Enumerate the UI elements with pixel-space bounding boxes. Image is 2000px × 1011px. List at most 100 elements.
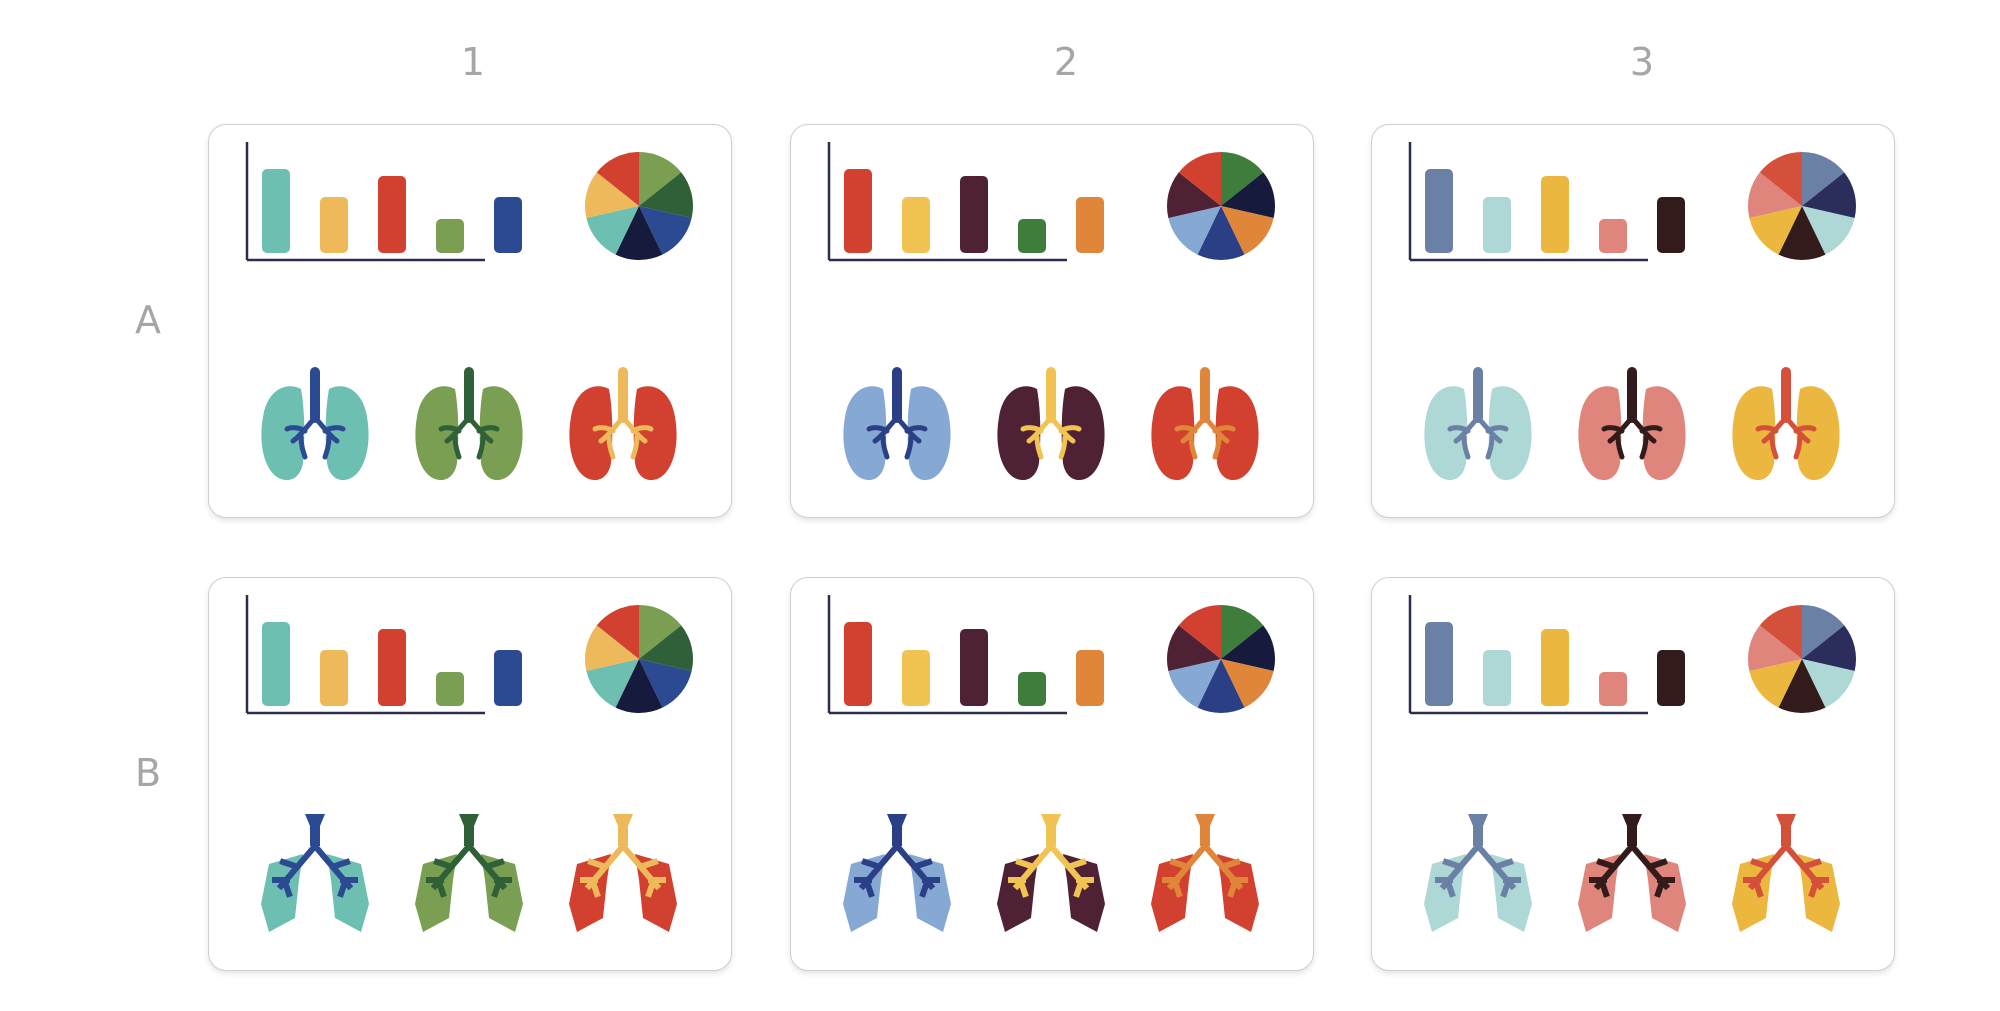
pie-chart-slice — [596, 605, 639, 659]
pie-chart-icon — [1166, 152, 1276, 260]
pie-chart-slice — [586, 206, 639, 255]
pie-chart-slice — [1802, 206, 1855, 255]
lungs-icon — [997, 814, 1105, 932]
pie-chart-slice — [1802, 659, 1855, 708]
pie-chart-slice — [1778, 206, 1826, 260]
pie-chart-slice — [1221, 659, 1274, 708]
pie-chart-slice — [584, 625, 639, 672]
pie-chart-slice — [1197, 206, 1245, 260]
lungs-icon — [1151, 367, 1259, 481]
bar-chart-bar — [436, 219, 464, 253]
bar-chart-icon — [1408, 142, 1685, 262]
pie-chart-slice — [1197, 659, 1245, 713]
bar-chart-icon — [245, 595, 522, 715]
lungs-icon — [1424, 367, 1532, 481]
pie-chart-slice — [639, 659, 692, 708]
bar-chart-bar — [1076, 197, 1104, 253]
pie-chart-slice — [639, 625, 694, 672]
pie-chart-slice — [639, 172, 694, 219]
bar-chart-bar — [960, 629, 988, 706]
bar-chart-bar — [1541, 629, 1569, 706]
pie-chart-slice — [1166, 625, 1221, 672]
pie-chart-slice — [1168, 659, 1221, 708]
pie-chart-slice — [639, 152, 682, 206]
bar-chart-bar — [844, 169, 872, 253]
pie-chart-icon — [584, 605, 694, 713]
bar-chart-bar — [1657, 197, 1685, 253]
bar-chart-bar — [1018, 219, 1046, 253]
bar-chart-bar — [1599, 672, 1627, 706]
bar-chart-bar — [262, 622, 290, 706]
lungs-icon — [997, 367, 1105, 481]
bar-chart-icon — [827, 595, 1104, 715]
bar-chart-bar — [494, 197, 522, 253]
pie-chart-icon — [1166, 605, 1276, 713]
bar-chart-icon — [827, 142, 1104, 262]
bar-chart-bar — [1657, 650, 1685, 706]
pie-chart-slice — [1221, 625, 1276, 672]
bar-chart-bar — [1425, 622, 1453, 706]
lungs-icon — [1578, 814, 1686, 932]
pie-chart-slice — [1168, 206, 1221, 255]
bar-chart-bar — [902, 650, 930, 706]
pie-chart-slice — [596, 152, 639, 206]
pie-chart-slice — [1221, 172, 1276, 219]
column-label: 3 — [1629, 40, 1655, 84]
pie-chart-slice — [1166, 172, 1221, 219]
pie-chart-slice — [1178, 152, 1221, 206]
bar-chart-bar — [1076, 650, 1104, 706]
icon-set-graphic — [245, 595, 694, 932]
pie-chart-slice — [586, 659, 639, 708]
pie-chart-slice — [1747, 625, 1802, 672]
bar-chart-bar — [494, 650, 522, 706]
row-label: B — [134, 751, 162, 795]
column-label: 1 — [460, 40, 486, 84]
bar-chart-icon — [1408, 595, 1685, 715]
pie-chart-slice — [639, 206, 692, 255]
lungs-icon — [261, 367, 369, 481]
lungs-icon — [415, 814, 523, 932]
icon-set-card — [1371, 577, 1895, 971]
bar-chart-bar — [436, 672, 464, 706]
pie-chart-slice — [1747, 172, 1802, 219]
pie-chart-slice — [1778, 659, 1826, 713]
pie-chart-slice — [1759, 605, 1802, 659]
bar-chart-bar — [1018, 672, 1046, 706]
icon-set-card — [1371, 124, 1895, 518]
pie-chart-slice — [1749, 206, 1802, 255]
lungs-icon — [1578, 367, 1686, 481]
bar-chart-bar — [844, 622, 872, 706]
column-label: 2 — [1053, 40, 1079, 84]
lungs-icon — [843, 367, 951, 481]
row-label: A — [135, 298, 161, 342]
lungs-icon — [415, 367, 523, 481]
pie-chart-slice — [615, 206, 663, 260]
icon-set-graphic — [827, 595, 1276, 932]
pie-chart-slice — [1221, 152, 1264, 206]
lungs-icon — [569, 367, 677, 481]
lungs-icon — [569, 814, 677, 932]
bar-chart-bar — [1483, 650, 1511, 706]
bar-chart-bar — [262, 169, 290, 253]
icon-set-graphic — [827, 142, 1276, 481]
pie-chart-icon — [584, 152, 694, 260]
pie-chart-slice — [1759, 152, 1802, 206]
pie-chart-slice — [639, 605, 682, 659]
pie-chart-slice — [1802, 152, 1845, 206]
pie-chart-slice — [1178, 605, 1221, 659]
icon-set-card — [208, 577, 732, 971]
pie-chart-slice — [584, 172, 639, 219]
bar-chart-bar — [1541, 176, 1569, 253]
pie-chart-icon — [1747, 605, 1857, 713]
icon-set-graphic — [245, 142, 694, 481]
bar-chart-bar — [1425, 169, 1453, 253]
bar-chart-bar — [378, 176, 406, 253]
bar-chart-bar — [1483, 197, 1511, 253]
pie-chart-slice — [1802, 625, 1857, 672]
lungs-icon — [1151, 814, 1259, 932]
bar-chart-bar — [320, 650, 348, 706]
pie-chart-icon — [1747, 152, 1857, 260]
lungs-icon — [261, 814, 369, 932]
bar-chart-bar — [320, 197, 348, 253]
icon-set-card — [790, 124, 1314, 518]
